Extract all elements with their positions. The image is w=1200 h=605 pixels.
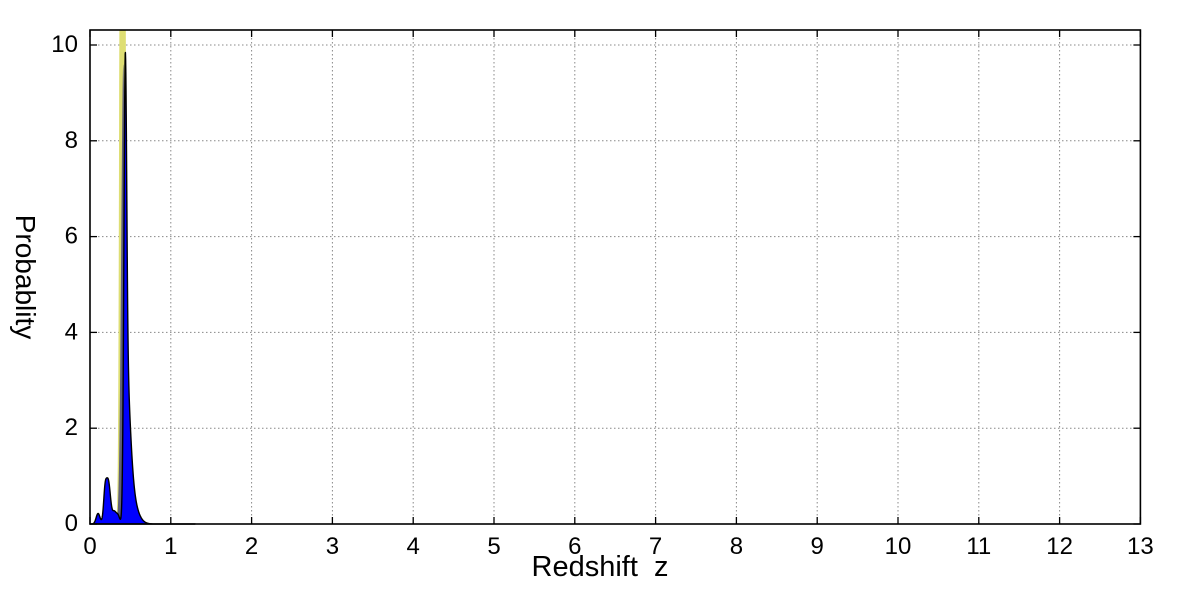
svg-text:4: 4	[407, 533, 420, 560]
svg-text:12: 12	[1046, 533, 1073, 560]
svg-text:0: 0	[83, 533, 96, 560]
svg-text:4: 4	[65, 318, 78, 345]
svg-text:9: 9	[811, 533, 824, 560]
svg-text:6: 6	[65, 223, 78, 250]
svg-text:2: 2	[65, 414, 78, 441]
svg-text:1: 1	[164, 533, 177, 560]
svg-text:13: 13	[1127, 533, 1154, 560]
svg-text:10: 10	[885, 533, 912, 560]
svg-text:8: 8	[65, 127, 78, 154]
svg-text:0: 0	[65, 510, 78, 537]
svg-text:3: 3	[326, 533, 339, 560]
svg-text:2: 2	[245, 533, 258, 560]
svg-text:10: 10	[51, 31, 78, 58]
svg-text:11: 11	[966, 533, 991, 560]
